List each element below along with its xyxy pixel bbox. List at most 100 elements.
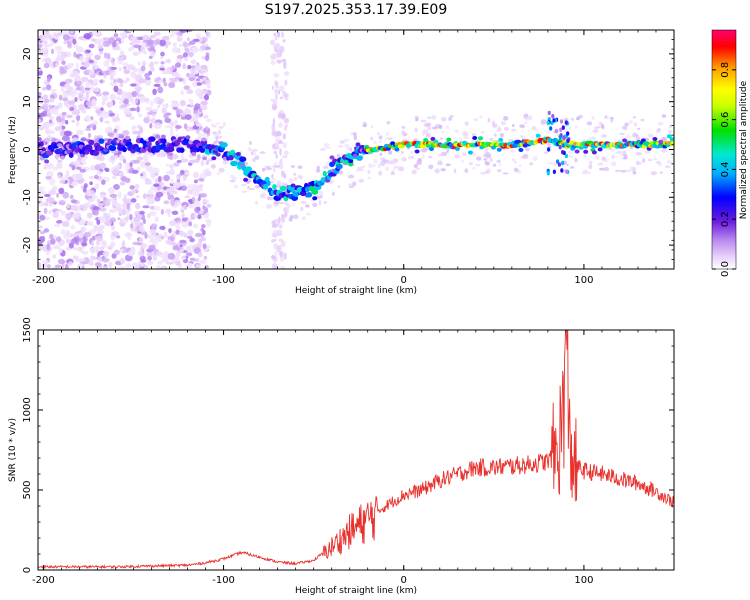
- spectrogram-cell: [554, 128, 559, 134]
- spectrogram-cell: [142, 218, 146, 224]
- spectrogram-cell: [97, 40, 101, 47]
- spectrogram-cell: [49, 178, 56, 186]
- spectrogram-cell: [195, 184, 203, 190]
- y-tick-label: 1500: [22, 317, 33, 342]
- spectrogram-cell: [149, 170, 154, 174]
- spectrogram-cell: [173, 181, 181, 189]
- spectrogram-cell: [575, 125, 579, 129]
- spectrogram-cell: [279, 251, 284, 258]
- spectrogram-cell: [118, 67, 122, 72]
- spectrogram-cell: [248, 140, 252, 146]
- spectrogram-cell: [87, 190, 95, 197]
- spectrogram-cell: [215, 136, 219, 141]
- spectrogram-cell: [433, 139, 439, 144]
- spectrogram-cell: [94, 174, 99, 180]
- spectrogram-cell: [658, 139, 664, 144]
- spectrogram-cell: [279, 96, 284, 100]
- spectrogram-cell: [196, 128, 200, 134]
- spectrogram-cell: [355, 142, 361, 147]
- spectrogram-cell: [93, 87, 100, 93]
- spectrogram-y-label: Frequency (Hz): [8, 116, 18, 184]
- spectrogram-cell: [183, 85, 190, 90]
- spectrogram-cell: [150, 118, 157, 124]
- spectrogram-cell: [197, 196, 201, 202]
- spectrogram-cell: [454, 154, 461, 159]
- spectrogram-cell: [82, 235, 87, 243]
- spectrogram-cell: [119, 83, 124, 88]
- spectrogram-cell: [657, 121, 664, 126]
- spectrogram-cell: [163, 174, 170, 182]
- spectrogram-cell: [278, 111, 282, 119]
- spectrogram-cell: [46, 111, 50, 116]
- spectrogram-cell: [283, 173, 287, 179]
- spectrogram-cell: [647, 158, 653, 162]
- spectrogram-cell: [529, 162, 533, 166]
- spectrogram-cell: [622, 138, 628, 143]
- spectrogram-cell: [499, 132, 504, 138]
- spectrogram-cell: [123, 193, 127, 201]
- spectrogram-cell: [104, 127, 113, 133]
- spectrogram-cell: [101, 95, 109, 102]
- spectrogram-cell: [428, 156, 433, 159]
- spectrogram-cell: [480, 171, 487, 175]
- spectrogram-cell: [59, 180, 66, 184]
- y-tick-label: 500: [22, 480, 33, 499]
- spectrogram-cell: [38, 92, 42, 97]
- spectrogram-cell: [61, 210, 67, 216]
- spectrogram-cell: [283, 118, 290, 124]
- spectrogram-cell: [92, 150, 99, 156]
- spectrogram-cell: [47, 196, 55, 203]
- spectrogram-cell: [553, 138, 557, 143]
- spectrogram-cell: [134, 97, 139, 104]
- spectrogram-cell: [252, 157, 256, 163]
- spectrogram-cell: [437, 160, 443, 166]
- spectrogram-cell: [348, 185, 354, 188]
- spectrogram-cell: [384, 166, 390, 171]
- spectrogram-cell: [38, 262, 42, 269]
- spectrogram-cell: [205, 79, 211, 85]
- spectrogram-cell: [152, 167, 160, 174]
- spectrogram-cell: [637, 127, 641, 130]
- spectrogram-cell: [659, 171, 663, 174]
- spectrogram-cell: [556, 159, 560, 164]
- spectrogram-cell: [191, 46, 199, 54]
- spectrogram-cell: [97, 202, 104, 208]
- spectrogram-cell: [384, 137, 389, 140]
- spectrogram-cell: [275, 153, 278, 160]
- spectrogram-cell: [55, 62, 59, 68]
- x-tick-label: 100: [574, 575, 593, 586]
- spectrogram-cell: [48, 104, 52, 110]
- spectrogram-cell: [52, 244, 61, 250]
- spectrogram-cell: [155, 134, 161, 139]
- spectrogram-cell: [109, 112, 115, 117]
- spectrogram-cell: [218, 125, 224, 129]
- spectrogram-cell: [93, 209, 99, 216]
- spectrogram-cell: [266, 203, 272, 209]
- spectrogram-cell: [402, 132, 408, 137]
- spectrogram-cell: [274, 42, 281, 50]
- spectrogram-cell: [176, 173, 181, 180]
- y-tick-label: 0: [22, 146, 33, 152]
- spectrogram-cell: [609, 116, 614, 120]
- spectrogram-cell: [558, 145, 562, 150]
- spectrogram-cell: [155, 178, 158, 184]
- spectrogram-cell: [110, 155, 115, 161]
- spectrogram-cell: [496, 147, 502, 152]
- spectrogram-cell: [56, 115, 62, 123]
- spectrogram-cell: [114, 154, 119, 159]
- spectrogram-cell: [280, 265, 286, 269]
- spectrogram-cell: [163, 251, 170, 257]
- spectrogram-cell: [604, 115, 608, 118]
- spectrogram-cell: [62, 191, 69, 199]
- spectrogram-cell: [478, 136, 483, 141]
- spectrogram-cell: [172, 42, 177, 47]
- spectrogram-cell: [38, 137, 42, 142]
- spectrogram-cell: [104, 168, 110, 173]
- spectrogram-cell: [272, 131, 278, 136]
- spectrogram-cell: [94, 245, 101, 250]
- spectrogram-cell: [109, 81, 116, 87]
- spectrogram-cell: [346, 146, 352, 151]
- spectrogram-cell: [293, 172, 297, 176]
- spectrogram-cell: [231, 176, 237, 180]
- spectrogram-cell: [148, 55, 153, 60]
